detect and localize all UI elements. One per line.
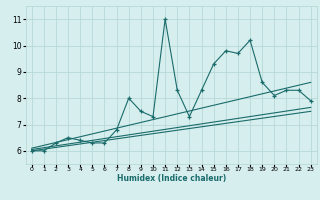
X-axis label: Humidex (Indice chaleur): Humidex (Indice chaleur): [116, 174, 226, 183]
